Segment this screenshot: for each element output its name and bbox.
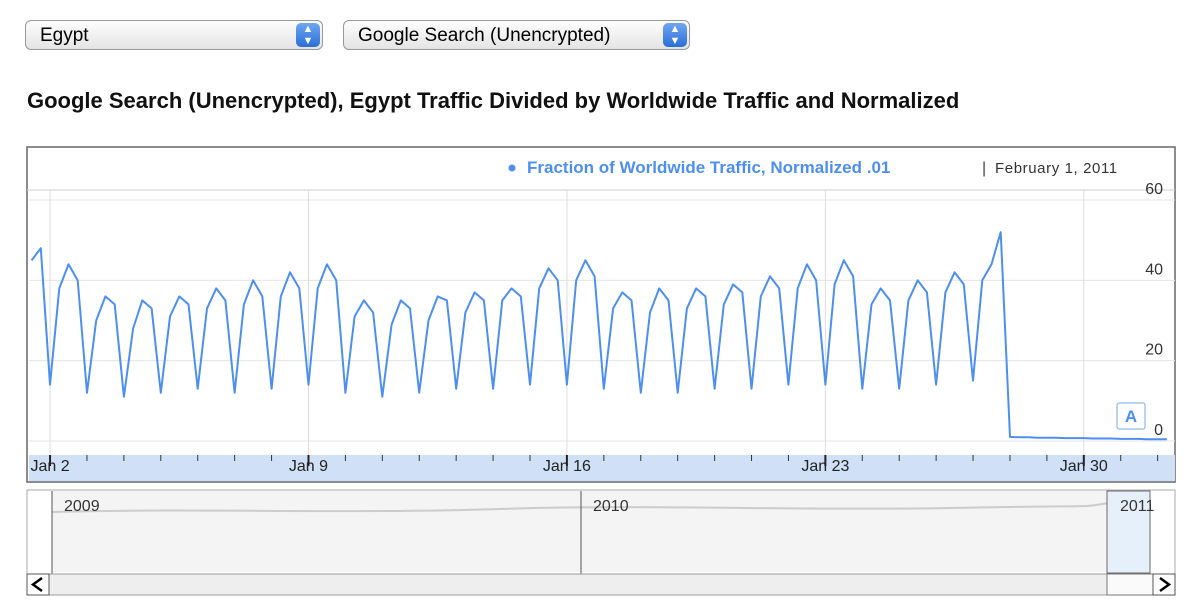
x-tick-label: Jan 2 bbox=[30, 458, 69, 475]
product-select[interactable]: Google Search (Unencrypted) ▲ ▼ bbox=[343, 20, 690, 50]
chart-frame bbox=[26, 146, 1176, 483]
x-tick-label: Jan 9 bbox=[289, 458, 328, 475]
navigator-year: 2010 bbox=[593, 498, 629, 515]
legend-marker bbox=[508, 164, 516, 172]
product-value: Google Search (Unencrypted) bbox=[358, 25, 611, 46]
select-arrow: ▲ ▼ bbox=[296, 23, 320, 47]
navigator-year: 2011 bbox=[1120, 498, 1155, 515]
x-tick-label: Jan 16 bbox=[543, 458, 591, 475]
country-select[interactable]: Egypt ▲ ▼ bbox=[25, 20, 323, 50]
scroll-left-icon bbox=[30, 576, 43, 593]
y-tick-label: 0 bbox=[1154, 422, 1163, 439]
data-line bbox=[30, 231, 1167, 441]
scroll-thumb[interactable] bbox=[1106, 573, 1154, 596]
y-tick-label: 20 bbox=[1145, 342, 1163, 359]
scroll-right-icon bbox=[1159, 576, 1172, 593]
legend-label: Fraction of Worldwide Traffic, Normalize… bbox=[527, 158, 890, 177]
scroll-left[interactable] bbox=[26, 573, 50, 596]
navigator-year: 2009 bbox=[64, 498, 100, 515]
y-tick-label: 60 bbox=[1145, 181, 1163, 198]
scrollbar[interactable] bbox=[26, 573, 1176, 596]
navigator-window[interactable] bbox=[1106, 490, 1151, 574]
navigator-line bbox=[51, 502, 1109, 513]
select-arrow: ▲ ▼ bbox=[663, 23, 687, 47]
navigator-shade bbox=[52, 491, 1108, 572]
y-tick-label: 40 bbox=[1145, 261, 1163, 278]
x-axis-band bbox=[29, 455, 1175, 481]
chart-title: Google Search (Unencrypted), Egypt Traff… bbox=[27, 88, 960, 113]
annotation-label[interactable]: A bbox=[1125, 407, 1137, 426]
country-value: Egypt bbox=[40, 25, 89, 46]
annotation-flag[interactable] bbox=[1116, 402, 1146, 430]
x-tick-label: Jan 30 bbox=[1060, 458, 1108, 475]
scroll-right[interactable] bbox=[1152, 573, 1176, 596]
x-tick-label: Jan 23 bbox=[801, 458, 849, 475]
date-label: February 1, 2011 bbox=[995, 160, 1118, 177]
legend-separator: | bbox=[982, 160, 986, 177]
